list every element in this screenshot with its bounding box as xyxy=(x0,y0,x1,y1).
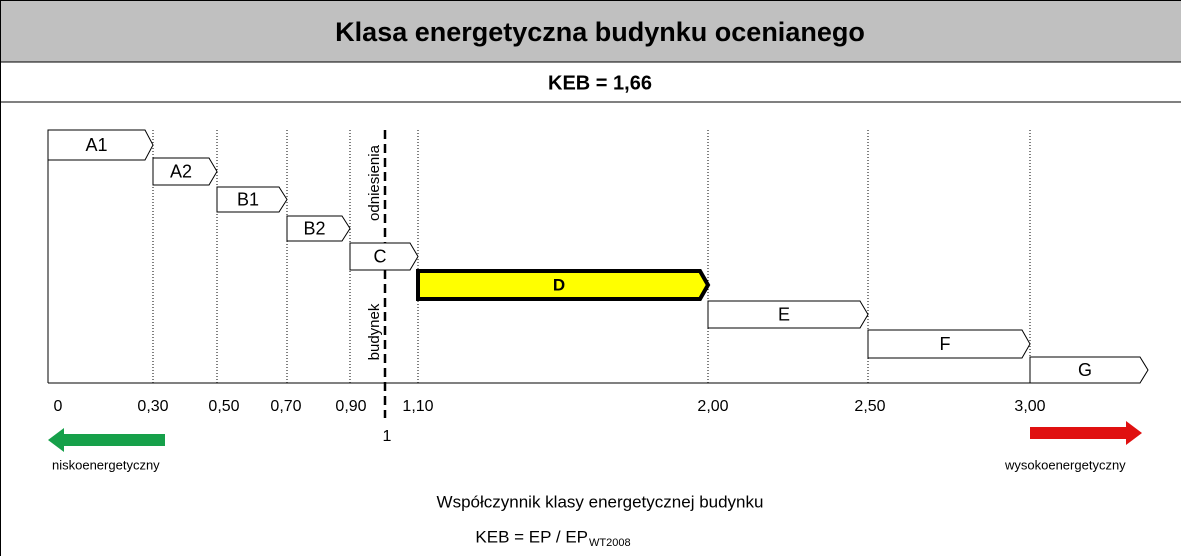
footer-line: Współczynnik klasy energetycznej budynku xyxy=(437,492,764,511)
class-label: A1 xyxy=(85,135,107,155)
class-label: B1 xyxy=(237,189,259,209)
tick-label: 0,70 xyxy=(270,398,301,415)
title-band xyxy=(1,1,1181,62)
class-bar xyxy=(707,300,869,329)
reference-label: budynek xyxy=(366,303,383,360)
tick-label: 0,90 xyxy=(335,398,366,415)
tick-label: 0,50 xyxy=(208,398,239,415)
high-label: wysokoenergetyczny xyxy=(1004,457,1126,472)
class-label: B2 xyxy=(303,218,325,238)
class-label: D xyxy=(553,275,565,294)
low-arrow xyxy=(48,428,165,452)
class-label: C xyxy=(374,246,387,266)
class-bar xyxy=(1029,356,1149,384)
class-label: G xyxy=(1078,360,1092,380)
class-bar xyxy=(867,329,1031,359)
tick-label: 3,00 xyxy=(1014,398,1045,415)
class-bar xyxy=(152,157,218,186)
footer-formula: KEB = EP / EP xyxy=(475,527,588,546)
footer-formula-sub: WT2008 xyxy=(589,537,631,549)
class-bar xyxy=(286,215,351,242)
tick-label: 2,50 xyxy=(854,398,885,415)
class-bar xyxy=(216,186,288,213)
tick-label: 1,10 xyxy=(402,398,433,415)
class-label: A2 xyxy=(170,161,192,181)
title: Klasa energetyczna budynku ocenianego xyxy=(335,17,865,47)
tick-label: 2,00 xyxy=(697,398,728,415)
low-label: niskoenergetyczny xyxy=(52,457,160,472)
reference-label: odniesienia xyxy=(366,144,383,221)
class-label: E xyxy=(778,304,790,324)
tick-label: 0,30 xyxy=(137,398,168,415)
class-label: F xyxy=(940,334,951,354)
keb-value: KEB = 1,66 xyxy=(548,72,652,94)
tick-label: 0 xyxy=(54,398,63,415)
high-arrow xyxy=(1030,421,1142,445)
class-bar xyxy=(349,242,419,271)
class-bar xyxy=(47,129,154,161)
reference-tick: 1 xyxy=(383,428,392,445)
class-bar-current xyxy=(416,269,711,301)
